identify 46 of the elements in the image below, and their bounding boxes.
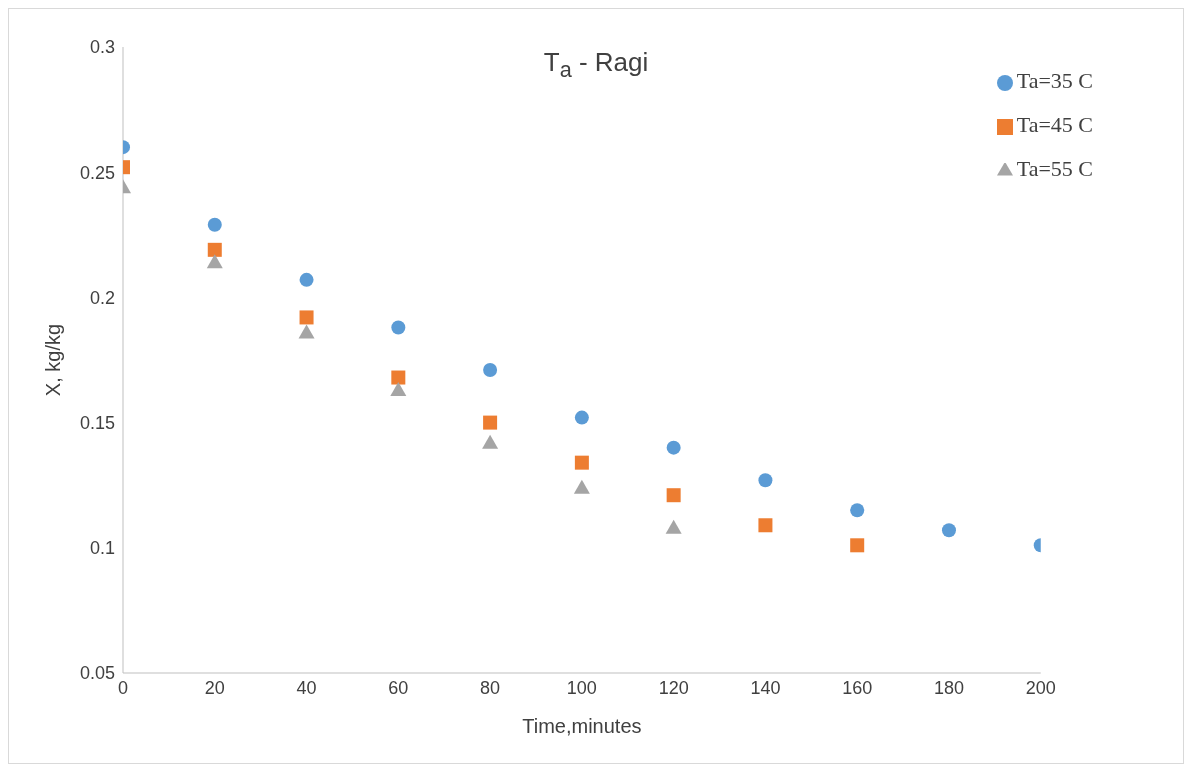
chart-title: T$_{a}$ - Ragi	[543, 47, 649, 83]
point	[941, 523, 956, 538]
point	[299, 310, 314, 325]
x-tick-label: 200	[1025, 677, 1056, 698]
x-tick-label: 160	[842, 677, 873, 698]
point	[391, 320, 406, 335]
point	[391, 370, 406, 385]
point	[482, 434, 499, 449]
point	[666, 440, 681, 455]
legend-label: Ta=45 C	[1016, 112, 1093, 137]
point	[574, 455, 589, 470]
point	[390, 382, 407, 397]
x-tick-label: 20	[204, 677, 225, 698]
point	[850, 538, 865, 553]
x-tick-label: 100	[566, 677, 597, 698]
point	[758, 518, 773, 533]
legend-label: Ta=55 C	[1016, 156, 1093, 181]
point	[206, 254, 223, 269]
y-tick-label: 0.2	[89, 287, 115, 308]
point	[483, 363, 498, 378]
point	[207, 242, 222, 257]
point	[574, 410, 589, 425]
point	[573, 479, 590, 494]
x-tick-label: 60	[388, 677, 409, 698]
x-axis-title: Time,minutes	[522, 715, 642, 737]
y-tick-label: 0.05	[79, 663, 115, 684]
x-tick-label: 120	[658, 677, 689, 698]
x-tick-label: 80	[480, 677, 501, 698]
point	[758, 473, 773, 488]
y-axis-title: X, kg/kg	[42, 323, 65, 397]
point	[299, 272, 314, 287]
y-tick-label: 0.25	[79, 162, 115, 183]
x-tick-label: 140	[750, 677, 781, 698]
point	[665, 519, 682, 534]
y-tick-label: 0.15	[79, 412, 115, 433]
point	[666, 488, 681, 503]
point	[850, 503, 865, 518]
legend-label: Ta=35 C	[1016, 68, 1093, 93]
point	[483, 415, 498, 430]
point	[298, 324, 315, 339]
y-tick-label: 0.1	[89, 538, 115, 559]
point	[207, 217, 222, 232]
y-tick-label: 0.3	[89, 37, 115, 58]
x-tick-label: 0	[117, 677, 129, 698]
x-tick-label: 180	[933, 677, 964, 698]
x-tick-label: 40	[296, 677, 317, 698]
